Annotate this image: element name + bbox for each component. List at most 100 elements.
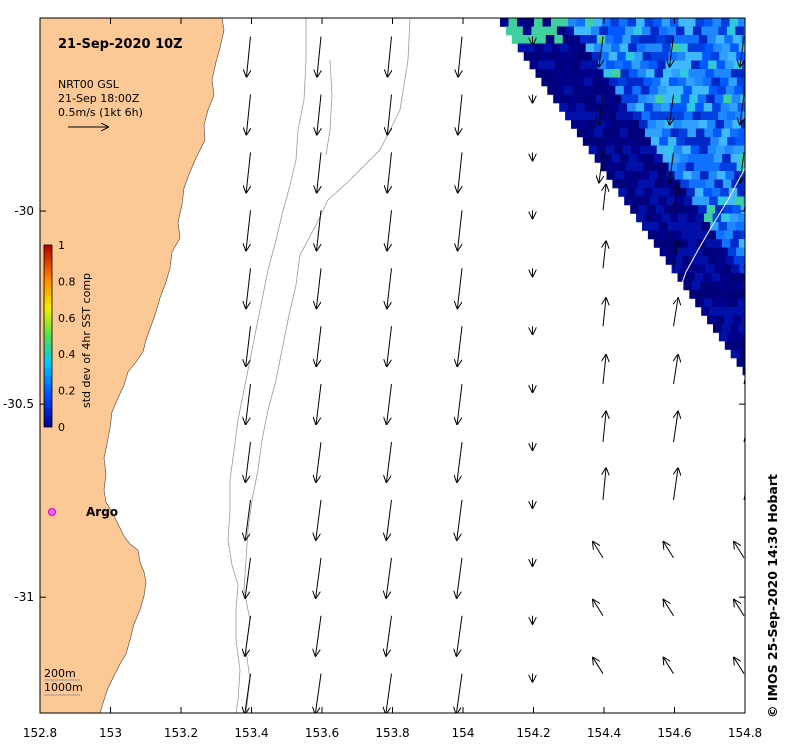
sst-cell <box>615 86 625 95</box>
current-arrow <box>317 36 321 77</box>
sst-cell <box>732 230 742 240</box>
sst-cell <box>557 52 567 61</box>
sst-cell <box>650 222 660 231</box>
sst-cell <box>650 137 660 146</box>
sst-cell <box>630 35 640 44</box>
sst-cell <box>738 128 745 138</box>
sst-cell <box>672 205 682 214</box>
sst-cell <box>689 205 699 214</box>
sst-cell <box>705 69 715 78</box>
sst-cell <box>664 35 674 44</box>
sst-cell <box>708 281 718 291</box>
current-arrow <box>457 326 463 366</box>
sst-cell <box>676 222 685 231</box>
sst-cell <box>739 154 745 163</box>
sst-cell <box>688 179 698 189</box>
sst-cell <box>639 35 649 44</box>
current-arrow <box>603 241 606 269</box>
sst-cell <box>717 196 727 206</box>
sst-cell <box>736 77 745 87</box>
sst-cell <box>606 60 615 70</box>
sst-cell <box>632 86 642 95</box>
sst-cell <box>555 86 565 95</box>
sst-cell <box>568 18 577 27</box>
sst-cell <box>718 111 727 121</box>
sst-cell <box>635 188 645 197</box>
sst-cell <box>744 247 745 257</box>
x-tick-label: 154.4 <box>587 726 621 740</box>
x-tick-label: 153.4 <box>234 726 268 740</box>
sst-cell <box>636 18 645 27</box>
sst-cell <box>691 281 701 291</box>
sst-cell <box>628 154 638 163</box>
sst-cell <box>674 86 684 95</box>
sst-cell <box>686 103 696 112</box>
sst-cell <box>729 18 739 27</box>
sst-cell <box>700 196 710 206</box>
sst-cell <box>620 69 630 78</box>
sst-cell <box>729 298 738 308</box>
sst-cell <box>715 35 725 44</box>
sst-cell <box>599 137 609 146</box>
sst-cell <box>629 179 639 189</box>
sst-cell <box>725 60 734 70</box>
sst-cell <box>676 137 686 146</box>
sst-cell <box>662 239 672 248</box>
current-arrow <box>664 600 674 617</box>
sst-cell <box>731 179 741 189</box>
sst-cell <box>744 332 745 342</box>
sst-cell <box>559 103 568 112</box>
current-arrow <box>317 94 321 135</box>
sst-cell <box>670 239 680 248</box>
sst-cell <box>716 60 726 70</box>
sst-cell <box>698 205 707 214</box>
sst-cell <box>654 154 663 163</box>
current-arrow <box>246 210 251 250</box>
sst-cell <box>667 222 677 231</box>
sst-cell <box>661 18 671 27</box>
sst-cell <box>643 188 653 197</box>
sst-cell <box>737 273 745 282</box>
sst-cell <box>673 145 683 155</box>
sst-cell <box>708 86 718 95</box>
current-arrow <box>593 542 604 559</box>
sst-cell <box>582 26 592 36</box>
sst-cell <box>718 222 728 231</box>
sst-cell <box>696 154 706 163</box>
sst-cell <box>716 145 725 155</box>
sst-cell <box>664 205 673 214</box>
sst-cell <box>701 137 711 146</box>
sst-cell <box>505 26 515 36</box>
sst-cell <box>703 298 713 308</box>
sst-cell <box>624 111 634 121</box>
sst-cell <box>697 69 706 78</box>
x-tick-label: 153 <box>99 726 122 740</box>
sst-cell <box>661 128 671 138</box>
sst-cell <box>647 205 656 214</box>
sst-cell <box>742 60 745 70</box>
sst-cell <box>620 154 629 163</box>
sst-cell <box>692 26 702 36</box>
sst-cell <box>662 43 671 53</box>
sst-cell <box>711 188 721 197</box>
sst-cell <box>690 230 700 240</box>
depth-legend-200m: 200m <box>44 667 76 680</box>
sst-cell <box>549 77 559 87</box>
current-arrow <box>674 355 679 385</box>
sst-cell <box>713 154 723 163</box>
sst-cell <box>590 26 600 36</box>
sst-cell <box>562 35 572 44</box>
current-arrow <box>674 185 679 211</box>
sst-cell <box>652 103 662 112</box>
sst-cell <box>719 77 729 87</box>
land-coastline <box>40 18 225 713</box>
sst-cell <box>618 103 628 112</box>
sst-cell <box>647 35 657 44</box>
sst-cell <box>670 128 680 138</box>
sst-cell <box>680 179 690 189</box>
sst-cell <box>712 103 721 112</box>
current-arrow <box>458 36 462 77</box>
x-tick-label: 152.8 <box>23 726 57 740</box>
sst-cell <box>677 77 687 87</box>
sst-cell <box>611 43 620 53</box>
